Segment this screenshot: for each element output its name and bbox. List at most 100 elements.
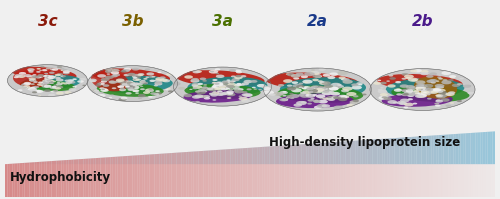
Circle shape (44, 89, 51, 92)
Circle shape (32, 74, 36, 76)
Circle shape (30, 75, 36, 77)
Polygon shape (299, 144, 302, 197)
Circle shape (46, 77, 51, 79)
Circle shape (138, 97, 142, 99)
Circle shape (420, 88, 428, 91)
Circle shape (32, 91, 37, 93)
Polygon shape (56, 161, 59, 164)
Circle shape (420, 70, 428, 73)
Polygon shape (106, 157, 108, 164)
Circle shape (126, 82, 134, 86)
Polygon shape (272, 146, 274, 164)
Circle shape (431, 91, 438, 94)
Polygon shape (385, 139, 387, 197)
Polygon shape (108, 157, 110, 197)
Circle shape (94, 90, 99, 92)
Circle shape (352, 100, 359, 102)
Circle shape (166, 73, 172, 76)
Polygon shape (360, 140, 362, 164)
Circle shape (296, 101, 307, 105)
Circle shape (46, 67, 51, 69)
Circle shape (38, 82, 43, 83)
Circle shape (145, 68, 150, 70)
Circle shape (323, 88, 333, 93)
Circle shape (402, 89, 410, 92)
Circle shape (254, 88, 257, 90)
Circle shape (44, 75, 49, 77)
Circle shape (400, 99, 409, 102)
Circle shape (28, 71, 34, 73)
Circle shape (221, 85, 225, 87)
Polygon shape (311, 143, 314, 197)
Circle shape (211, 87, 218, 90)
Circle shape (40, 85, 43, 86)
Polygon shape (412, 137, 414, 197)
Circle shape (139, 81, 145, 83)
Polygon shape (176, 152, 179, 197)
Circle shape (160, 76, 166, 79)
Circle shape (384, 97, 392, 100)
Circle shape (293, 77, 299, 80)
Ellipse shape (91, 70, 129, 91)
Polygon shape (76, 159, 78, 164)
Polygon shape (387, 138, 390, 197)
Circle shape (222, 88, 225, 90)
Polygon shape (258, 147, 260, 164)
Polygon shape (392, 138, 394, 164)
Polygon shape (172, 153, 174, 197)
Circle shape (228, 81, 234, 83)
Polygon shape (110, 157, 113, 197)
Circle shape (457, 83, 462, 85)
Polygon shape (348, 141, 350, 197)
Circle shape (165, 89, 168, 90)
Polygon shape (289, 145, 292, 197)
Polygon shape (334, 142, 336, 164)
Polygon shape (88, 158, 91, 197)
Polygon shape (100, 158, 103, 164)
Circle shape (390, 77, 396, 80)
Circle shape (301, 75, 308, 78)
Circle shape (423, 92, 426, 93)
Polygon shape (397, 138, 400, 164)
Circle shape (136, 79, 141, 81)
Circle shape (36, 76, 41, 78)
Polygon shape (270, 146, 272, 197)
Polygon shape (456, 134, 458, 197)
Circle shape (416, 85, 426, 90)
Polygon shape (394, 138, 397, 164)
Polygon shape (426, 136, 429, 197)
Circle shape (270, 93, 276, 96)
Circle shape (302, 87, 308, 89)
Circle shape (291, 88, 302, 92)
Polygon shape (103, 157, 106, 197)
Circle shape (102, 88, 108, 91)
Circle shape (212, 99, 216, 101)
Circle shape (125, 86, 132, 88)
Circle shape (202, 86, 208, 89)
Polygon shape (436, 135, 438, 197)
Polygon shape (302, 144, 304, 197)
Polygon shape (316, 143, 318, 164)
Polygon shape (282, 145, 284, 197)
Circle shape (418, 92, 424, 95)
Polygon shape (166, 153, 169, 197)
Circle shape (312, 85, 318, 88)
Polygon shape (169, 153, 172, 164)
Polygon shape (296, 144, 299, 197)
Circle shape (19, 72, 26, 75)
Ellipse shape (276, 93, 353, 108)
Circle shape (191, 78, 199, 81)
Polygon shape (15, 163, 17, 197)
Circle shape (220, 84, 223, 85)
Circle shape (32, 89, 37, 90)
Polygon shape (194, 151, 196, 164)
Polygon shape (318, 143, 321, 164)
Polygon shape (375, 139, 378, 197)
Circle shape (46, 85, 52, 87)
Polygon shape (490, 132, 492, 164)
Polygon shape (91, 158, 93, 164)
Polygon shape (5, 164, 8, 197)
Polygon shape (258, 147, 260, 197)
Circle shape (156, 77, 164, 81)
Polygon shape (346, 141, 348, 197)
